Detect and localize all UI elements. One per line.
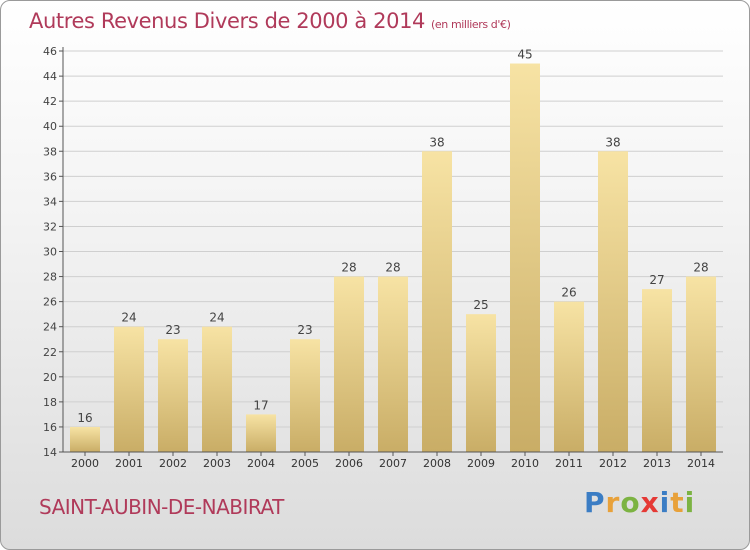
- y-tick-label: 34: [43, 195, 57, 208]
- y-tick-label: 26: [43, 296, 57, 309]
- bar: [466, 314, 496, 452]
- value-label: 26: [561, 286, 576, 300]
- y-tick-label: 36: [43, 170, 57, 183]
- y-tick-label: 14: [43, 446, 57, 459]
- unit-label: (en milliers d'€): [431, 18, 511, 31]
- bar: [158, 339, 188, 452]
- x-tick-label: 2002: [159, 457, 187, 470]
- y-tick-label: 40: [43, 120, 57, 133]
- value-label: 24: [209, 311, 224, 325]
- bar: [598, 151, 628, 452]
- bar: [642, 289, 672, 452]
- value-label: 45: [517, 48, 532, 62]
- value-label: 38: [429, 135, 444, 149]
- x-tick-label: 2013: [643, 457, 671, 470]
- bar: [290, 339, 320, 452]
- y-tick-label: 16: [43, 421, 57, 434]
- value-label: 28: [693, 261, 708, 275]
- bar: [70, 426, 100, 452]
- bars: [70, 63, 716, 452]
- x-tick-label: 2008: [423, 457, 451, 470]
- bar: [202, 326, 232, 452]
- logo-letter: t: [670, 486, 685, 519]
- x-tick-label: 2001: [115, 457, 143, 470]
- logo-letter: o: [620, 486, 641, 519]
- bar: [422, 151, 452, 452]
- x-axis-labels: 2000 2001 2002 2003 2004 2005 2006 2007 2008 2009…: [71, 452, 715, 470]
- x-tick-label: 2003: [203, 457, 231, 470]
- x-tick-label: 2011: [555, 457, 583, 470]
- logo-letter: r: [605, 486, 621, 519]
- commune-name: SAINT-AUBIN-DE-NABIRAT: [39, 495, 284, 519]
- y-tick-label: 46: [43, 45, 57, 58]
- value-label: 28: [385, 261, 400, 275]
- y-tick-label: 38: [43, 145, 57, 158]
- x-tick-label: 2006: [335, 457, 363, 470]
- bar: [510, 63, 540, 452]
- value-labels: 16 24 23 24 17 23 28 28 38 25 45 26 38 27 28: [77, 48, 708, 425]
- logo-letter: i: [659, 486, 671, 519]
- y-tick-label: 32: [43, 220, 57, 233]
- x-tick-label: 2004: [247, 457, 275, 470]
- x-tick-label: 2005: [291, 457, 319, 470]
- bar: [114, 326, 144, 452]
- x-tick-label: 2010: [511, 457, 539, 470]
- logo-letter: P: [584, 486, 606, 519]
- bar: [334, 276, 364, 452]
- bar: [246, 414, 276, 452]
- value-label: 27: [649, 273, 664, 287]
- y-tick-label: 22: [43, 346, 57, 359]
- bar: [686, 276, 716, 452]
- bar: [378, 276, 408, 452]
- value-label: 23: [165, 323, 180, 337]
- y-tick-label: 24: [43, 321, 57, 334]
- y-tick-label: 30: [43, 246, 57, 259]
- value-label: 24: [121, 311, 136, 325]
- value-label: 23: [297, 323, 312, 337]
- x-tick-label: 2007: [379, 457, 407, 470]
- logo-letter: x: [640, 486, 660, 519]
- title-text: Autres Revenus Divers de 2000 à 2014: [29, 9, 426, 33]
- bar: [554, 301, 584, 452]
- axes: [62, 47, 723, 453]
- x-tick-label: 2000: [71, 457, 99, 470]
- value-label: 38: [605, 135, 620, 149]
- x-tick-label: 2012: [599, 457, 627, 470]
- x-tick-label: 2009: [467, 457, 495, 470]
- y-tick-label: 44: [43, 70, 57, 83]
- chart-title: Autres Revenus Divers de 2000 à 2014 (en …: [29, 9, 511, 33]
- y-tick-label: 18: [43, 396, 57, 409]
- value-label: 16: [77, 411, 92, 425]
- value-label: 28: [341, 261, 356, 275]
- proxiti-logo: Proxiti: [584, 486, 695, 519]
- y-tick-label: 42: [43, 95, 57, 108]
- logo-letter: i: [684, 486, 696, 519]
- value-label: 17: [253, 398, 268, 412]
- x-tick-label: 2014: [687, 457, 715, 470]
- y-axis-labels: 14 16 18 20 22 24 26 28 30 32 34 36 38 40 42 44 46: [43, 45, 57, 459]
- value-label: 25: [473, 298, 488, 312]
- y-tick-label: 20: [43, 371, 57, 384]
- y-tick-label: 28: [43, 271, 57, 284]
